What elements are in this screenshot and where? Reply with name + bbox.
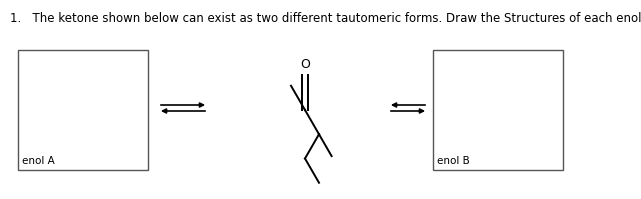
Text: 1.   The ketone shown below can exist as two different tautomeric forms. Draw th: 1. The ketone shown below can exist as t… (10, 12, 641, 25)
Text: enol A: enol A (22, 156, 54, 166)
Bar (18, 50, 148, 170)
Text: O: O (300, 58, 310, 71)
Text: enol B: enol B (437, 156, 470, 166)
Bar (433, 50, 563, 170)
